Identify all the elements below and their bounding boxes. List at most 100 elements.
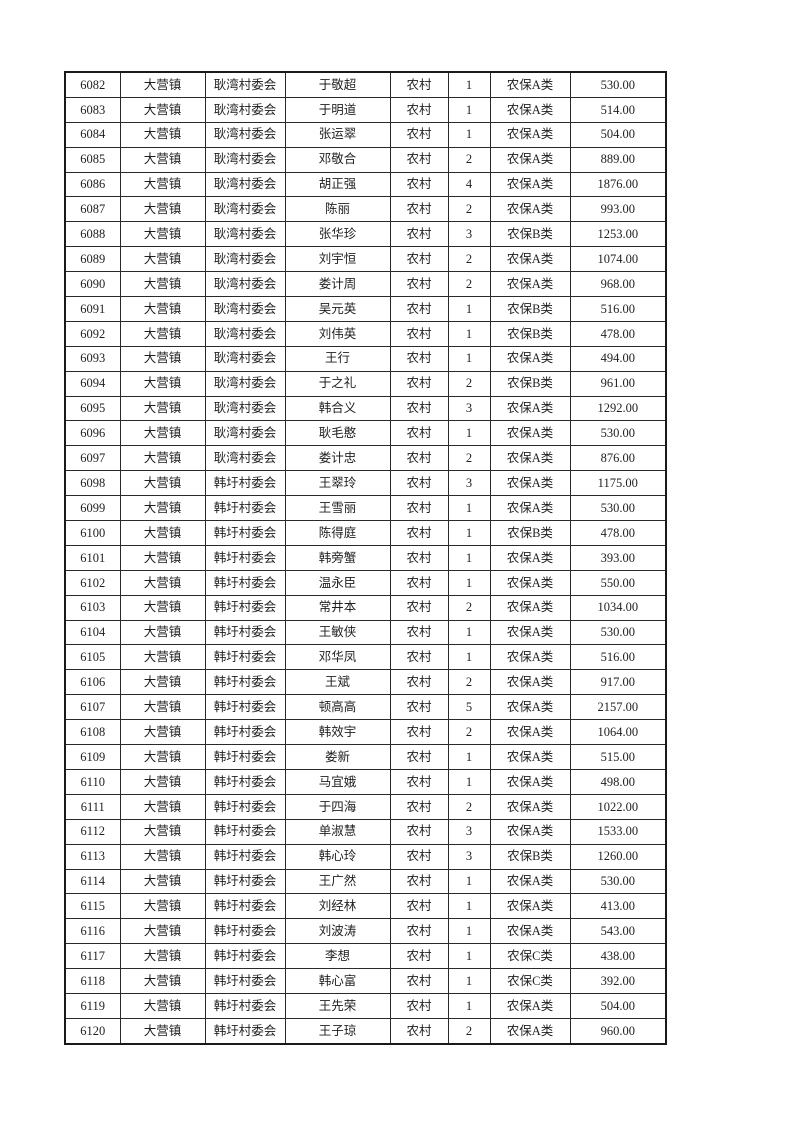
table-row: 6091 大营镇 耿湾村委会 吴元英 农村 1 农保B类 516.00: [64, 296, 667, 322]
cell-amount: 498.00: [569, 768, 667, 795]
table-row: 6094 大营镇 耿湾村委会 于之礼 农村 2 农保B类 961.00: [64, 370, 667, 397]
cell-residence-type: 农村: [389, 121, 449, 148]
cell-insurance-category: 农保A类: [489, 196, 571, 223]
cell-town: 大营镇: [119, 121, 206, 148]
cell-headcount: 5: [447, 694, 491, 721]
cell-headcount: 1: [447, 918, 491, 945]
cell-town: 大营镇: [119, 843, 206, 870]
cell-insurance-category: 农保A类: [489, 644, 571, 671]
cell-village-committee: 韩圩村委会: [204, 569, 286, 596]
cell-residence-type: 农村: [389, 395, 449, 422]
cell-person-name: 韩心玲: [284, 843, 391, 870]
cell-insurance-category: 农保A类: [489, 544, 571, 571]
cell-village-committee: 韩圩村委会: [204, 843, 286, 870]
cell-insurance-category: 农保B类: [489, 296, 571, 322]
cell-amount: 530.00: [569, 495, 667, 522]
cell-serial-number: 6117: [64, 943, 121, 970]
cell-town: 大营镇: [119, 868, 206, 895]
cell-serial-number: 6093: [64, 345, 121, 372]
cell-serial-number: 6082: [64, 71, 121, 98]
cell-headcount: 2: [447, 719, 491, 746]
cell-town: 大营镇: [119, 520, 206, 546]
cell-serial-number: 6086: [64, 171, 121, 198]
cell-village-committee: 韩圩村委会: [204, 594, 286, 621]
cell-insurance-category: 农保B类: [489, 370, 571, 397]
cell-person-name: 温永臣: [284, 569, 391, 596]
table-row: 6104 大营镇 韩圩村委会 王敏侠 农村 1 农保A类 530.00: [64, 619, 667, 646]
table-row: 6108 大营镇 韩圩村委会 韩效宇 农村 2 农保A类 1064.00: [64, 719, 667, 746]
cell-amount: 504.00: [569, 121, 667, 148]
cell-headcount: 1: [447, 420, 491, 447]
cell-amount: 917.00: [569, 669, 667, 696]
cell-town: 大营镇: [119, 744, 206, 770]
pension-roster-table: 6082 大营镇 耿湾村委会 于敬超 农村 1 农保A类 530.00 6083 大营镇 耿湾村委会…: [64, 71, 667, 1045]
table-row: 6110 大营镇 韩圩村委会 马宜娥 农村 1 农保A类 498.00: [64, 768, 667, 795]
cell-village-committee: 韩圩村委会: [204, 992, 286, 1019]
table-row: 6114 大营镇 韩圩村委会 王广然 农村 1 农保A类 530.00: [64, 868, 667, 895]
cell-insurance-category: 农保A类: [489, 1017, 571, 1045]
table-row: 6120 大营镇 韩圩村委会 王子琼 农村 2 农保A类 960.00: [64, 1017, 667, 1045]
cell-person-name: 邓华凤: [284, 644, 391, 671]
cell-person-name: 王敏侠: [284, 619, 391, 646]
cell-person-name: 单淑慧: [284, 818, 391, 845]
cell-serial-number: 6088: [64, 221, 121, 248]
table-row: 6119 大营镇 韩圩村委会 王先荣 农村 1 农保A类 504.00: [64, 992, 667, 1019]
cell-residence-type: 农村: [389, 669, 449, 696]
cell-amount: 968.00: [569, 271, 667, 298]
cell-amount: 530.00: [569, 71, 667, 98]
cell-residence-type: 农村: [389, 296, 449, 322]
cell-village-committee: 耿湾村委会: [204, 370, 286, 397]
cell-person-name: 李想: [284, 943, 391, 970]
table-row: 6088 大营镇 耿湾村委会 张华珍 农村 3 农保B类 1253.00: [64, 221, 667, 248]
table-row: 6112 大营镇 韩圩村委会 单淑慧 农村 3 农保A类 1533.00: [64, 818, 667, 845]
table-row: 6097 大营镇 耿湾村委会 娄计忠 农村 2 农保A类 876.00: [64, 445, 667, 472]
cell-residence-type: 农村: [389, 1017, 449, 1045]
cell-amount: 1175.00: [569, 470, 667, 497]
cell-amount: 530.00: [569, 619, 667, 646]
cell-village-committee: 韩圩村委会: [204, 719, 286, 746]
cell-residence-type: 农村: [389, 992, 449, 1019]
cell-insurance-category: 农保A类: [489, 246, 571, 273]
cell-serial-number: 6090: [64, 271, 121, 298]
cell-insurance-category: 农保A类: [489, 445, 571, 472]
cell-headcount: 1: [447, 71, 491, 98]
table-row: 6098 大营镇 韩圩村委会 王翠玲 农村 3 农保A类 1175.00: [64, 470, 667, 497]
cell-village-committee: 韩圩村委会: [204, 893, 286, 920]
cell-amount: 1292.00: [569, 395, 667, 422]
cell-amount: 1022.00: [569, 793, 667, 820]
cell-serial-number: 6107: [64, 694, 121, 721]
cell-town: 大营镇: [119, 918, 206, 945]
table-row: 6111 大营镇 韩圩村委会 于四海 农村 2 农保A类 1022.00: [64, 793, 667, 820]
cell-headcount: 1: [447, 495, 491, 522]
cell-serial-number: 6099: [64, 495, 121, 522]
cell-village-committee: 韩圩村委会: [204, 868, 286, 895]
cell-amount: 478.00: [569, 320, 667, 347]
cell-village-committee: 耿湾村委会: [204, 296, 286, 322]
cell-headcount: 1: [447, 296, 491, 322]
table-row: 6105 大营镇 韩圩村委会 邓华凤 农村 1 农保A类 516.00: [64, 644, 667, 671]
cell-insurance-category: 农保A类: [489, 918, 571, 945]
table-row: 6109 大营镇 韩圩村委会 娄新 农村 1 农保A类 515.00: [64, 744, 667, 770]
cell-residence-type: 农村: [389, 918, 449, 945]
cell-serial-number: 6089: [64, 246, 121, 273]
table-row: 6093 大营镇 耿湾村委会 王行 农村 1 农保A类 494.00: [64, 345, 667, 372]
cell-residence-type: 农村: [389, 943, 449, 970]
cell-insurance-category: 农保A类: [489, 71, 571, 98]
cell-insurance-category: 农保A类: [489, 420, 571, 447]
cell-residence-type: 农村: [389, 619, 449, 646]
cell-person-name: 邓敬合: [284, 146, 391, 173]
cell-serial-number: 6118: [64, 968, 121, 994]
table-row: 6082 大营镇 耿湾村委会 于敬超 农村 1 农保A类 530.00: [64, 71, 667, 98]
cell-person-name: 刘宇恒: [284, 246, 391, 273]
cell-person-name: 于明道: [284, 96, 391, 123]
cell-residence-type: 农村: [389, 968, 449, 994]
cell-town: 大营镇: [119, 768, 206, 795]
table-row: 6115 大营镇 韩圩村委会 刘经林 农村 1 农保A类 413.00: [64, 893, 667, 920]
cell-amount: 1876.00: [569, 171, 667, 198]
cell-serial-number: 6084: [64, 121, 121, 148]
cell-residence-type: 农村: [389, 171, 449, 198]
cell-serial-number: 6087: [64, 196, 121, 223]
cell-village-committee: 韩圩村委会: [204, 768, 286, 795]
cell-insurance-category: 农保A类: [489, 495, 571, 522]
cell-village-committee: 耿湾村委会: [204, 345, 286, 372]
